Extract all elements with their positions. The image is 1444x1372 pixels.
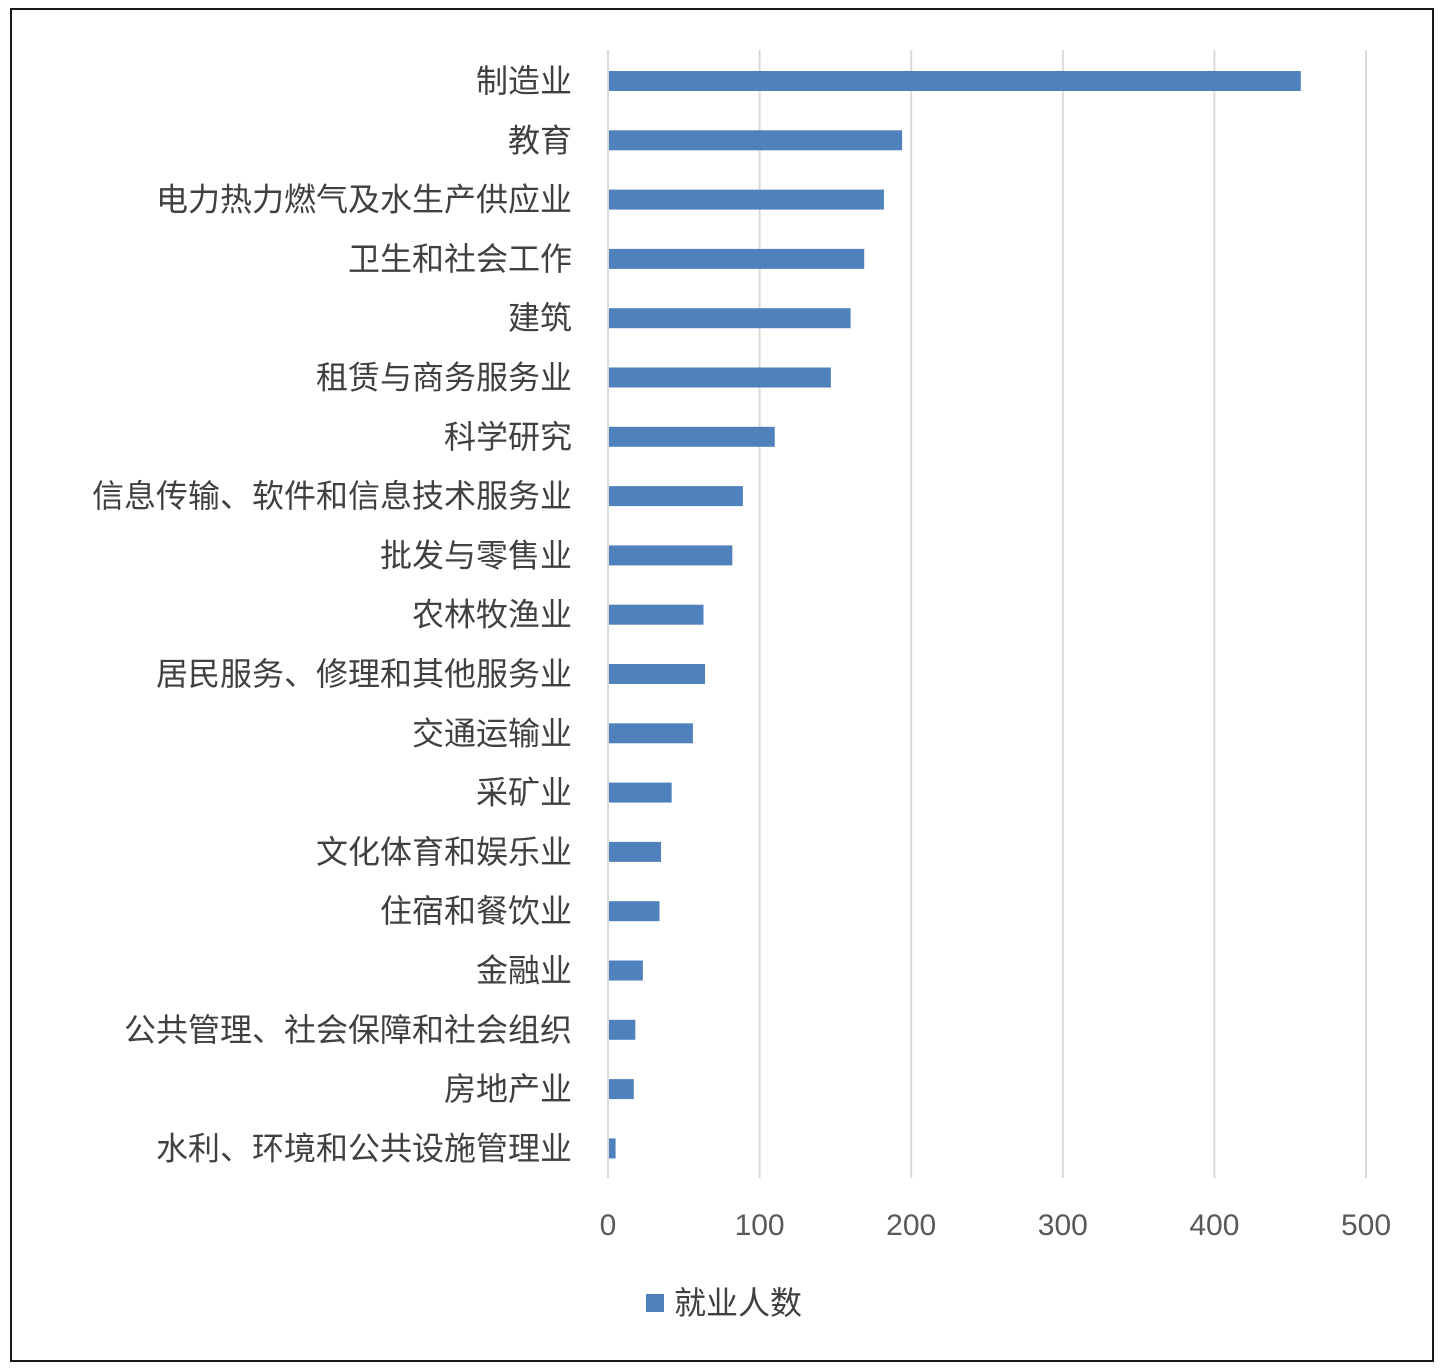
bar — [609, 960, 643, 981]
bar — [609, 604, 704, 625]
bar — [609, 723, 693, 744]
chart-frame — [10, 8, 1434, 1362]
category-label: 批发与零售业 — [380, 536, 572, 574]
x-tick-label: 400 — [1189, 1209, 1239, 1242]
category-label: 制造业 — [476, 62, 572, 100]
category-label: 科学研究 — [444, 418, 572, 456]
category-label: 租赁与商务服务业 — [316, 359, 572, 397]
bar — [609, 367, 831, 388]
category-label: 居民服务、修理和其他服务业 — [156, 655, 572, 693]
bar — [609, 841, 662, 862]
bar — [609, 308, 851, 329]
category-label: 水利、环境和公共设施管理业 — [156, 1129, 572, 1167]
x-tick-label: 0 — [600, 1209, 617, 1242]
bar — [609, 1138, 616, 1159]
bar — [609, 545, 733, 566]
category-label: 交通运输业 — [412, 714, 572, 752]
legend: 就业人数 — [646, 1284, 802, 1322]
category-label: 文化体育和娱乐业 — [316, 833, 572, 871]
category-labels: 制造业教育电力热力燃气及水生产供应业卫生和社会工作建筑租赁与商务服务业科学研究信… — [92, 62, 572, 1167]
category-label: 电力热力燃气及水生产供应业 — [156, 181, 572, 219]
category-label: 教育 — [508, 121, 572, 159]
category-label: 卫生和社会工作 — [348, 240, 572, 278]
category-label: 采矿业 — [476, 774, 572, 812]
category-label: 农林牧渔业 — [412, 596, 572, 634]
legend-label: 就业人数 — [674, 1284, 802, 1322]
bar — [609, 248, 865, 269]
category-label: 金融业 — [476, 952, 572, 990]
bar — [609, 901, 660, 922]
legend-swatch — [646, 1294, 664, 1312]
bar — [609, 71, 1301, 91]
bar — [609, 664, 706, 684]
bars — [609, 71, 1301, 1159]
gridlines — [607, 50, 1367, 1178]
category-label: 房地产业 — [444, 1070, 572, 1108]
x-tick-label: 500 — [1341, 1209, 1391, 1242]
bar — [609, 782, 672, 803]
category-label: 信息传输、软件和信息技术服务业 — [92, 477, 572, 515]
category-label: 建筑 — [508, 299, 572, 337]
category-label: 住宿和餐饮业 — [380, 892, 572, 930]
bar — [609, 1019, 636, 1040]
x-tick-label: 200 — [886, 1209, 936, 1242]
category-label: 公共管理、社会保障和社会组织 — [124, 1011, 572, 1049]
x-tick-labels: 0 100 200 300 400 500 — [600, 1209, 1391, 1242]
bar — [609, 1079, 634, 1100]
bar — [609, 426, 775, 447]
bar — [609, 486, 743, 507]
bar — [609, 130, 903, 151]
bar — [609, 189, 884, 210]
x-tick-label: 300 — [1038, 1209, 1088, 1242]
x-tick-label: 100 — [735, 1209, 785, 1242]
